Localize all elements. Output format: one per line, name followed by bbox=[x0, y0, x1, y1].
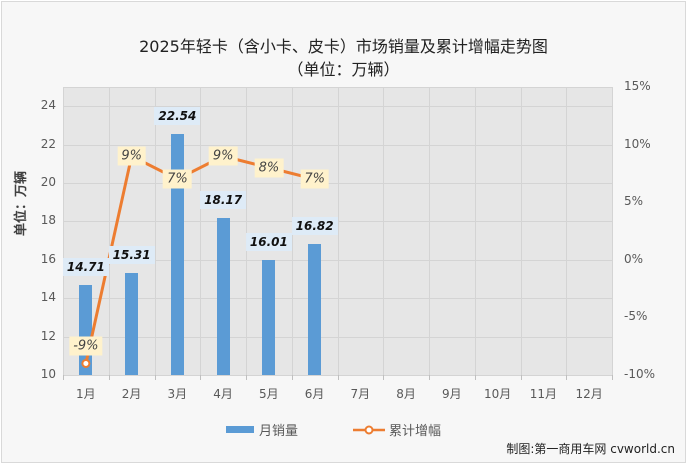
growth-value-label: 9% bbox=[208, 146, 238, 166]
credit-text: 制图:第一商用车网 cvworld.cn bbox=[506, 442, 675, 456]
legend-bar-label: 月销量 bbox=[259, 424, 299, 439]
x-tick-label: 1月 bbox=[76, 387, 96, 401]
x-tick-mark bbox=[612, 375, 613, 380]
gridline-v bbox=[474, 87, 476, 375]
right-tick-label: 5% bbox=[624, 194, 644, 209]
x-tick-mark bbox=[108, 375, 110, 380]
x-tick-label: 8月 bbox=[396, 387, 416, 401]
x-tick-label: 3月 bbox=[167, 387, 188, 401]
gridline-v bbox=[612, 87, 613, 375]
x-tick-label: 9月 bbox=[442, 387, 462, 401]
right-tick-label: 10% bbox=[624, 136, 651, 151]
right-tick-label: 15% bbox=[624, 79, 651, 93]
x-tick-label: 5月 bbox=[259, 387, 279, 401]
gridline-v bbox=[520, 87, 522, 375]
growth-value-label: 9% bbox=[117, 146, 146, 166]
left-tick-label: 20 bbox=[40, 175, 56, 189]
bar-value-label: 14.71 bbox=[62, 257, 109, 276]
gridline-v bbox=[200, 87, 202, 375]
x-tick-label: 7月 bbox=[350, 387, 371, 401]
gridline-v bbox=[429, 87, 430, 375]
left-tick-label: 14 bbox=[40, 290, 56, 305]
gridline-v bbox=[246, 87, 247, 375]
x-tick-mark bbox=[63, 375, 64, 380]
bar-value-label: 16.82 bbox=[291, 217, 338, 236]
bar bbox=[216, 218, 230, 375]
gridline-v bbox=[566, 87, 568, 375]
bar bbox=[125, 273, 139, 375]
x-tick-label: 6月 bbox=[304, 387, 325, 401]
bar bbox=[308, 244, 322, 375]
growth-value-label: -9% bbox=[69, 336, 103, 356]
x-tick-mark bbox=[291, 375, 293, 380]
line-marker-icon bbox=[353, 425, 385, 434]
left-tick-label: 22 bbox=[40, 136, 56, 151]
gridline-v bbox=[154, 87, 156, 375]
bar-swatch-icon bbox=[226, 426, 254, 433]
x-tick-label: 4月 bbox=[213, 387, 233, 401]
x-tick-label: 10月 bbox=[483, 387, 512, 401]
x-tick-mark bbox=[429, 375, 430, 380]
x-tick-mark bbox=[520, 375, 522, 380]
left-tick-label: 10 bbox=[40, 367, 56, 381]
left-tick-label: 18 bbox=[40, 213, 56, 228]
left-tick-label: 24 bbox=[40, 98, 56, 113]
bar bbox=[170, 134, 184, 375]
bar-value-label: 16.01 bbox=[245, 232, 292, 251]
x-tick-label: 11月 bbox=[529, 387, 558, 401]
x-tick-mark bbox=[200, 375, 202, 380]
right-tick-label: 0% bbox=[624, 251, 644, 266]
right-tick-label: -10% bbox=[624, 367, 656, 381]
growth-value-label: 7% bbox=[300, 169, 329, 189]
x-tick-mark bbox=[383, 375, 385, 380]
right-tick-label: -5% bbox=[624, 309, 648, 324]
x-tick-mark bbox=[566, 375, 568, 380]
left-tick-label: 16 bbox=[40, 251, 56, 266]
gridline-v bbox=[108, 87, 110, 375]
chart-subtitle: （单位：万辆） bbox=[287, 60, 400, 79]
growth-value-label: 7% bbox=[163, 169, 192, 189]
x-tick-mark bbox=[154, 375, 156, 380]
gridline-v bbox=[383, 87, 385, 375]
bar bbox=[262, 259, 276, 375]
left-tick-label: 12 bbox=[40, 328, 56, 343]
chart-title: 2025年轻卡（含小卡、皮卡）市场销量及累计增幅走势图 bbox=[139, 37, 548, 56]
x-tick-mark bbox=[337, 375, 339, 380]
legend-line-label: 累计增幅 bbox=[389, 424, 442, 439]
x-tick-label: 12月 bbox=[575, 387, 603, 401]
gridline-v bbox=[337, 87, 339, 375]
bar-value-label: 15.31 bbox=[108, 246, 155, 265]
x-tick-label: 2月 bbox=[121, 387, 142, 401]
bar-value-label: 22.54 bbox=[154, 107, 201, 126]
x-tick-mark bbox=[246, 375, 247, 380]
gridline-v bbox=[63, 87, 64, 375]
growth-value-label: 8% bbox=[254, 158, 284, 178]
legend-item-line: 累计增幅 bbox=[352, 420, 441, 439]
bar-value-label: 18.17 bbox=[200, 191, 247, 210]
x-tick-mark bbox=[474, 375, 476, 380]
legend-item-bar: 月销量 bbox=[226, 420, 298, 439]
